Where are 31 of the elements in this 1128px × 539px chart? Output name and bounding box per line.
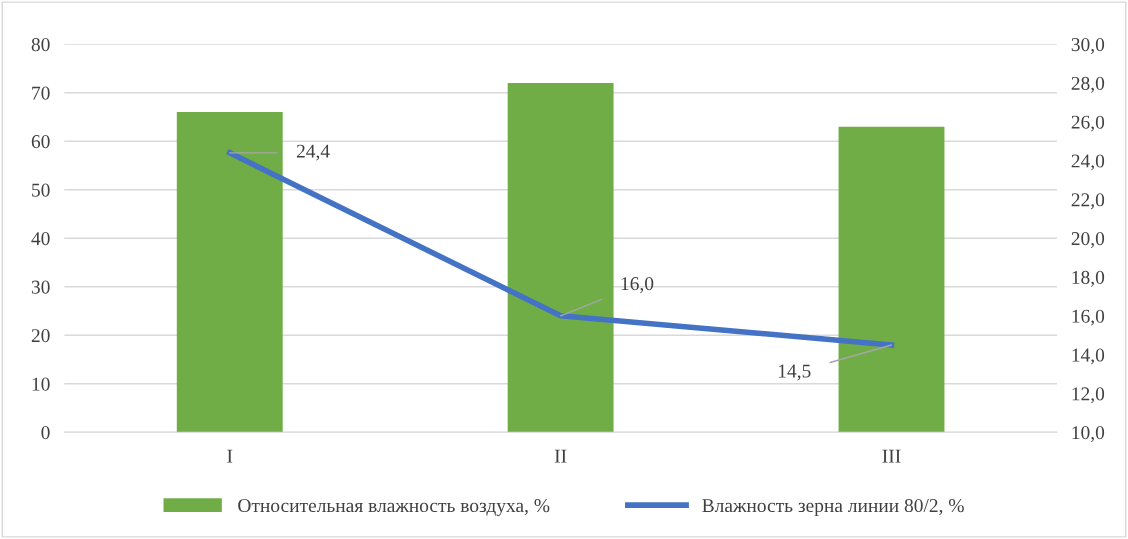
- y2-tick-label: 30,0: [1071, 38, 1105, 54]
- legend-label: Влажность зерна линии 80/2, %: [702, 498, 964, 517]
- bar: [507, 83, 614, 433]
- data-label: 16,0: [621, 277, 654, 293]
- y-tick-label: 0: [41, 426, 50, 440]
- y2-tick-label: 18,0: [1072, 270, 1105, 287]
- data-label: 24,4: [296, 144, 330, 161]
- x-tick-label: I: [227, 449, 233, 463]
- y-tick-label: 60: [31, 135, 50, 149]
- y-tick-label: 20: [31, 329, 50, 343]
- y-tick-label: 40: [31, 232, 50, 246]
- y2-tick-label: 20,0: [1071, 232, 1105, 248]
- y-tick-label: 50: [32, 183, 50, 197]
- y2-tick-label: 24,0: [1071, 154, 1105, 171]
- y-tick-label: 30: [31, 280, 50, 294]
- y2-tick-label: 16,0: [1072, 309, 1105, 326]
- y-tick-label: 10: [32, 377, 50, 391]
- x-tick-label: III: [882, 449, 901, 463]
- bar: [176, 112, 283, 433]
- y-tick-label: 80: [31, 38, 50, 52]
- bar: [838, 126, 945, 433]
- data-label: 14,5: [778, 364, 811, 381]
- y-tick-label: 70: [32, 86, 50, 100]
- y2-tick-label: 14,0: [1072, 348, 1105, 365]
- y2-tick-label: 28,0: [1071, 76, 1105, 93]
- x-tick-label: II: [554, 449, 567, 463]
- y2-tick-label: 10,0: [1072, 426, 1105, 443]
- legend-label: Относительная влажность воздуха, %: [238, 498, 550, 517]
- y2-tick-label: 22,0: [1071, 193, 1105, 210]
- y2-tick-label: 12,0: [1072, 387, 1105, 404]
- y2-tick-label: 26,0: [1071, 115, 1105, 132]
